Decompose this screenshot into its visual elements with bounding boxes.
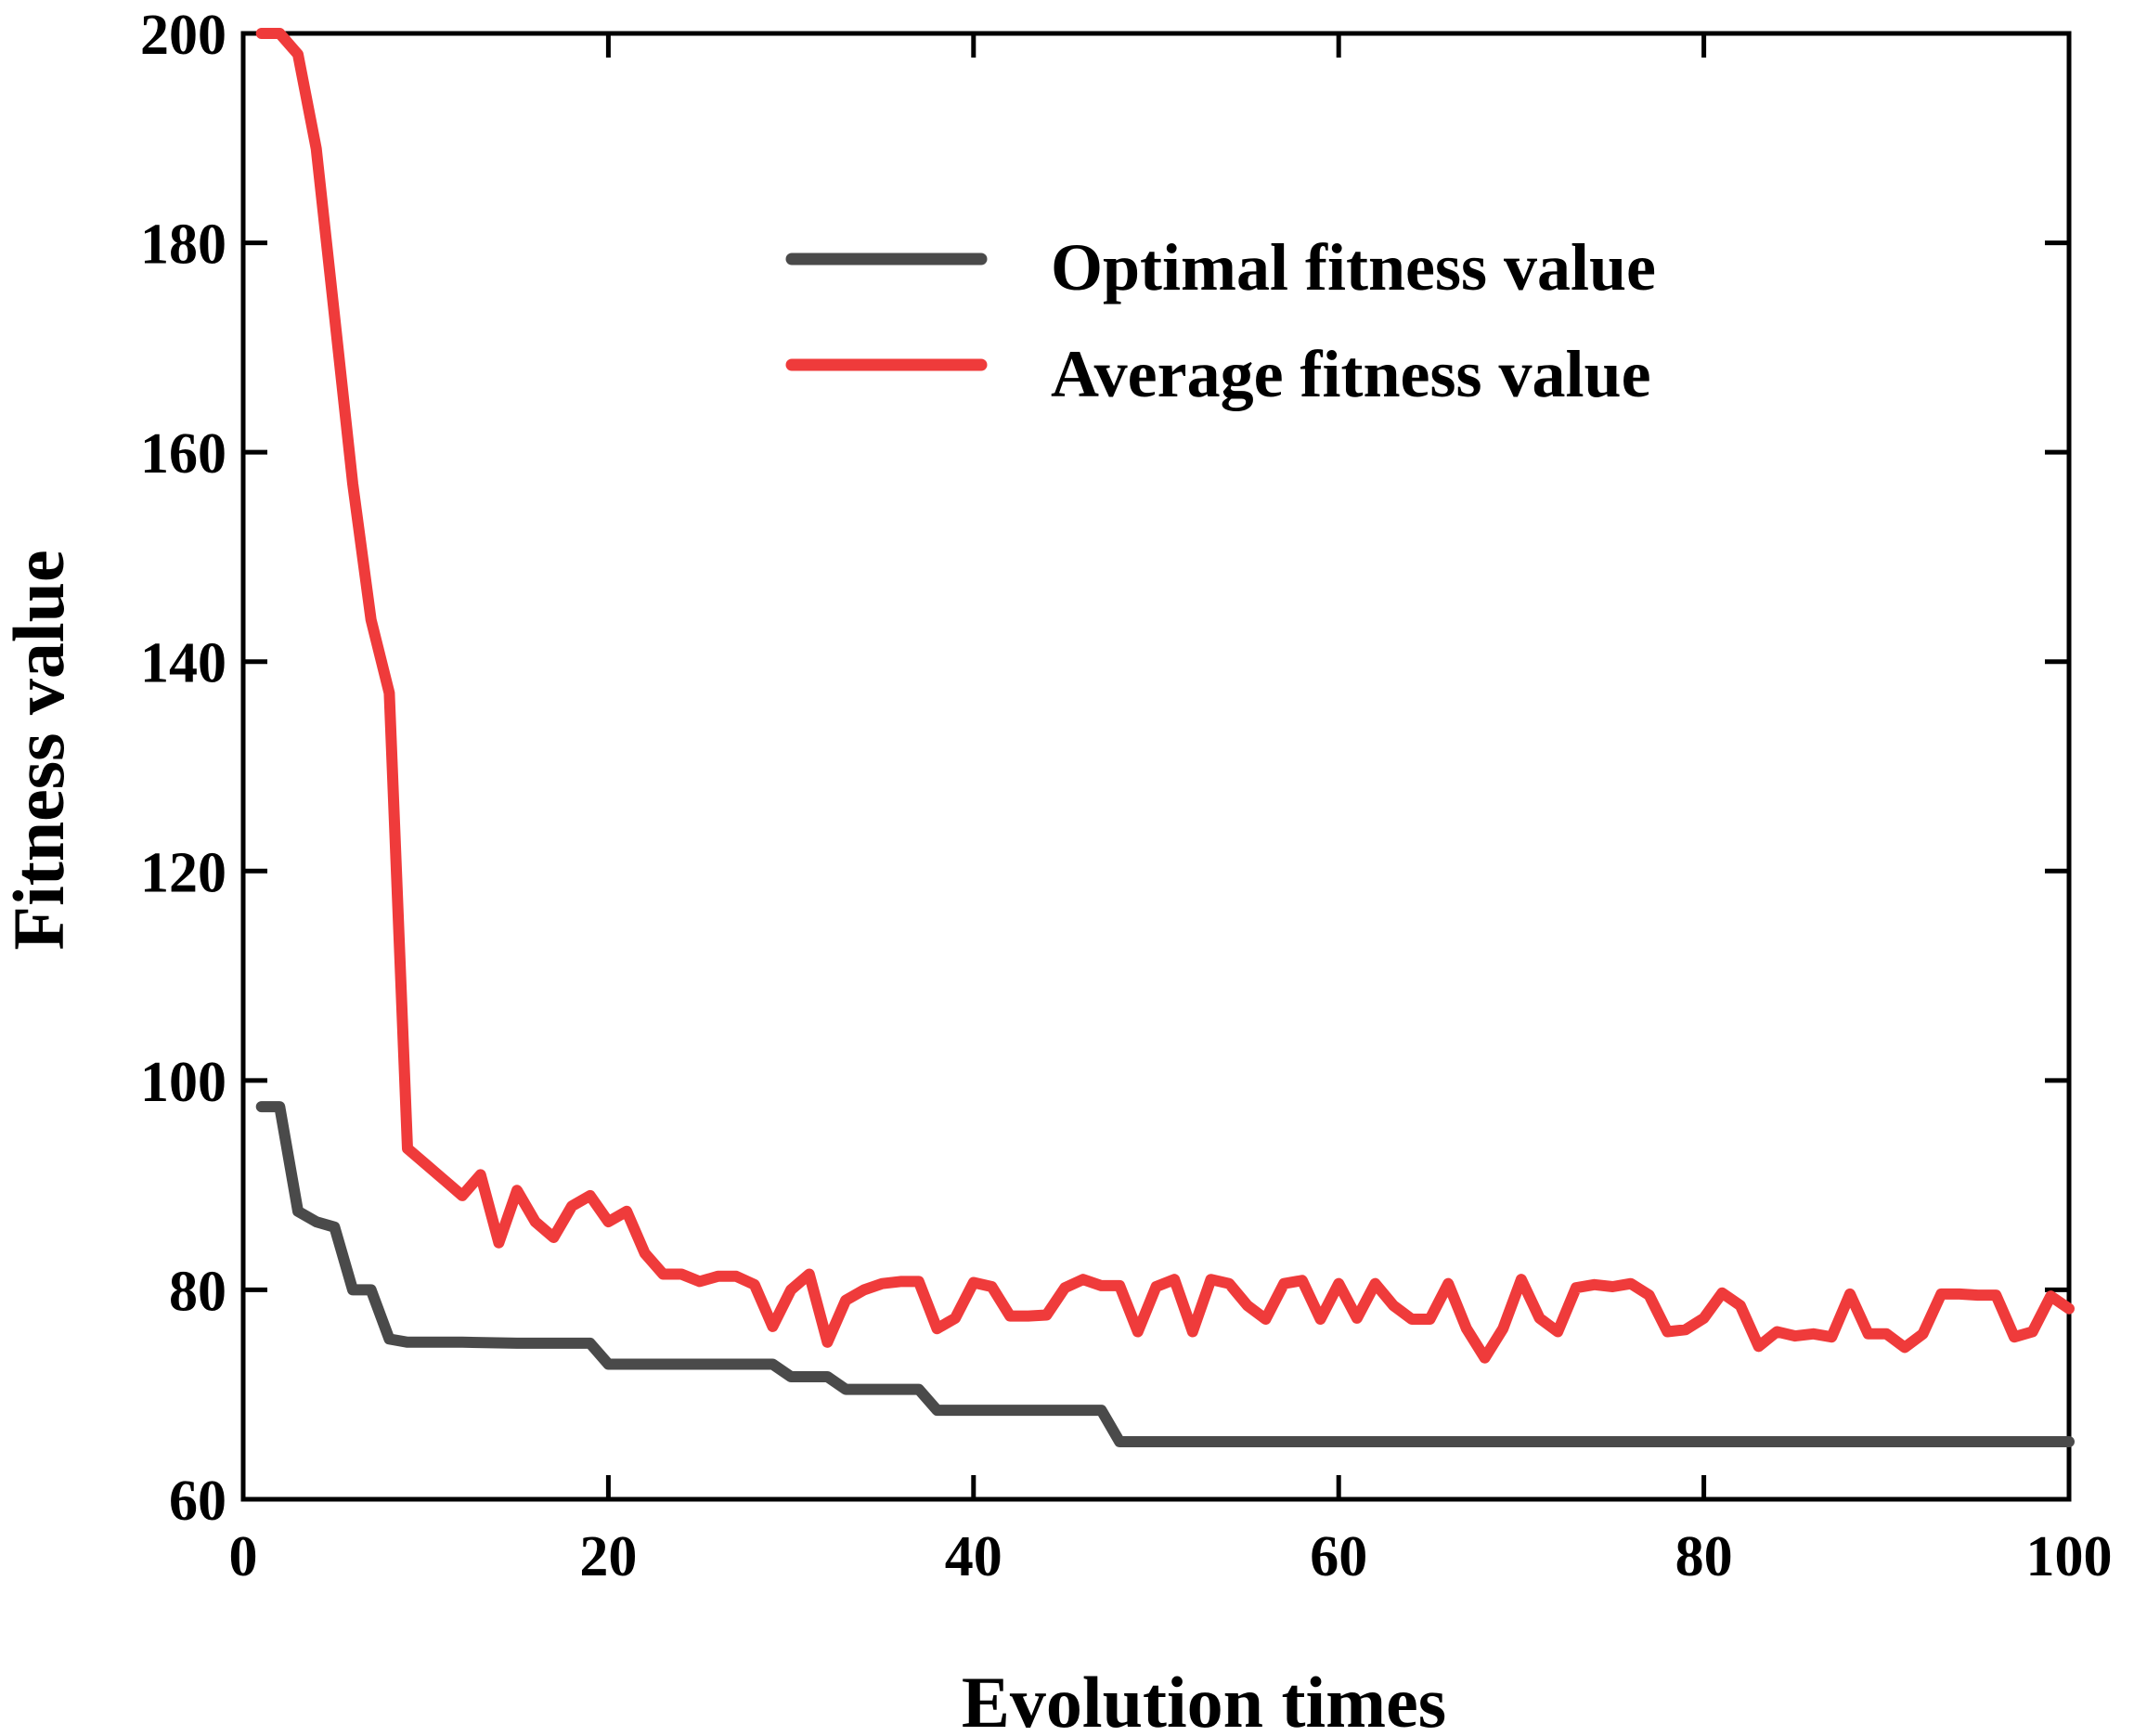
x-tick-label-60: 60 <box>1310 1525 1367 1588</box>
series-layer <box>255 28 2075 1447</box>
legend: Optimal fitness value Average fitness va… <box>785 230 1656 411</box>
y-tick-label-140: 140 <box>140 632 226 695</box>
y-tick-label-180: 180 <box>140 214 226 277</box>
x-tick-label-20: 20 <box>579 1525 637 1588</box>
y-tick-label-80: 80 <box>169 1260 226 1323</box>
legend-label-optimal: Optimal fitness value <box>1051 230 1656 304</box>
x-tick-label-80: 80 <box>1675 1525 1733 1588</box>
legend-label-average: Average fitness value <box>1051 337 1651 411</box>
y-axis-ticks: 60 80 100 120 140 160 180 200 <box>140 4 2069 1533</box>
y-tick-label-100: 100 <box>140 1051 226 1114</box>
series-line-average <box>255 28 2075 1364</box>
x-axis-ticks: 0 20 40 60 80 100 <box>229 33 2113 1588</box>
y-tick-label-200: 200 <box>140 4 226 67</box>
y-tick-label-120: 120 <box>140 841 226 904</box>
x-tick-label-40: 40 <box>945 1525 1002 1588</box>
x-axis-title: Evolution times <box>962 1662 1446 1736</box>
x-tick-label-100: 100 <box>2026 1525 2113 1588</box>
x-tick-label-0: 0 <box>229 1525 258 1588</box>
y-tick-label-160: 160 <box>140 422 226 486</box>
series-line-optimal <box>255 1101 2075 1447</box>
y-axis-title: Fitness value <box>0 550 79 950</box>
y-tick-label-60: 60 <box>169 1470 226 1533</box>
plot-frame <box>240 31 2072 1502</box>
